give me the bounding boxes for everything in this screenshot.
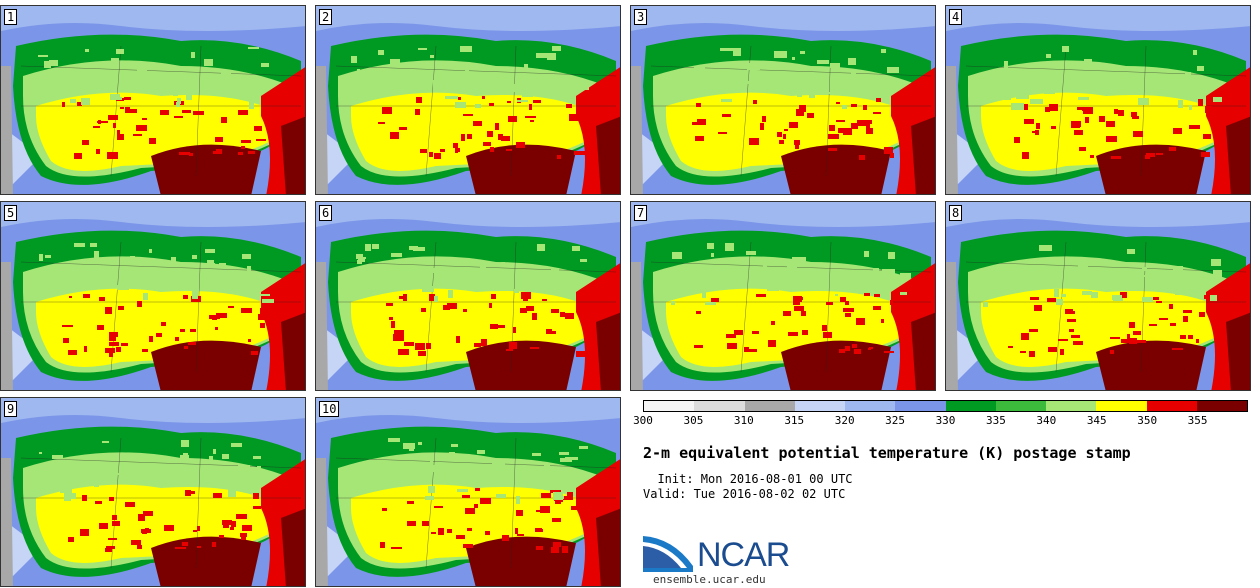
colorbar-swatch-7 xyxy=(995,401,1046,411)
colorbar-tick-label: 345 xyxy=(1086,414,1107,427)
colorbar-tick-label: 330 xyxy=(935,414,956,427)
postage-stamp-4: 4 xyxy=(945,5,1251,195)
stamp-label: 10 xyxy=(319,401,340,417)
stamp-label: 2 xyxy=(319,9,333,25)
colorbar-swatch-3 xyxy=(794,401,845,411)
colorbar-tick-label: 315 xyxy=(784,414,805,427)
postage-stamp-5: 5 xyxy=(0,201,306,391)
init-time: Init: Mon 2016-08-01 00 UTC xyxy=(643,472,853,486)
colorbar-swatch-2 xyxy=(744,401,795,411)
ncar-logo-text: NCAR xyxy=(697,536,790,574)
postage-stamp-6: 6 xyxy=(315,201,621,391)
colorbar-swatch-4 xyxy=(845,401,896,411)
colorbar-swatch-8 xyxy=(1046,401,1097,411)
colorbar-tick-label: 310 xyxy=(733,414,754,427)
stamp-label: 8 xyxy=(949,205,963,221)
colorbar-tick-label: 340 xyxy=(1036,414,1057,427)
colorbar-tick-label: 300 xyxy=(633,414,653,427)
colorbar-swatch-6 xyxy=(945,401,996,411)
colorbar-tick-label: 320 xyxy=(834,414,855,427)
colorbar-swatch-0 xyxy=(644,401,695,411)
colorbar-ticks: 300 305 310 315 320 325 330 335 340 345 350 355 xyxy=(633,414,1248,428)
colorbar-tick-label: 305 xyxy=(683,414,704,427)
postage-stamp-3: 3 xyxy=(630,5,936,195)
colorbar-swatch-1 xyxy=(694,401,745,411)
colorbar-swatch-10 xyxy=(1146,401,1197,411)
stamp-label: 7 xyxy=(634,205,648,221)
postage-stamp-10: 10 xyxy=(315,397,621,587)
colorbar-tick-label: 325 xyxy=(885,414,906,427)
postage-stamp-2: 2 xyxy=(315,5,621,195)
colorbar-tick-label: 335 xyxy=(985,414,1006,427)
postage-stamp-9: 9 xyxy=(0,397,306,587)
valid-time: Valid: Tue 2016-08-02 02 UTC xyxy=(643,487,846,501)
stamp-label: 4 xyxy=(949,9,963,25)
ncar-logo-icon xyxy=(643,536,693,572)
figure-title: 2-m equivalent potential temperature (K)… xyxy=(643,444,1131,462)
colorbar-swatch-9 xyxy=(1096,401,1147,411)
stamp-label: 5 xyxy=(4,205,18,221)
stamp-label: 6 xyxy=(319,205,333,221)
colorbar-tick-label: 350 xyxy=(1137,414,1158,427)
colorbar-swatch-11 xyxy=(1196,401,1247,411)
postage-stamp-1: 1 xyxy=(0,5,306,195)
stamp-label: 3 xyxy=(634,9,648,25)
colorbar xyxy=(643,400,1248,412)
colorbar-tick-label: 355 xyxy=(1187,414,1208,427)
postage-stamp-8: 8 xyxy=(945,201,1251,391)
stamp-label: 9 xyxy=(4,401,18,417)
postage-stamp-7: 7 xyxy=(630,201,936,391)
website-url: ensemble.ucar.edu xyxy=(653,573,766,586)
stamp-label: 1 xyxy=(4,9,18,25)
colorbar-swatch-5 xyxy=(895,401,946,411)
